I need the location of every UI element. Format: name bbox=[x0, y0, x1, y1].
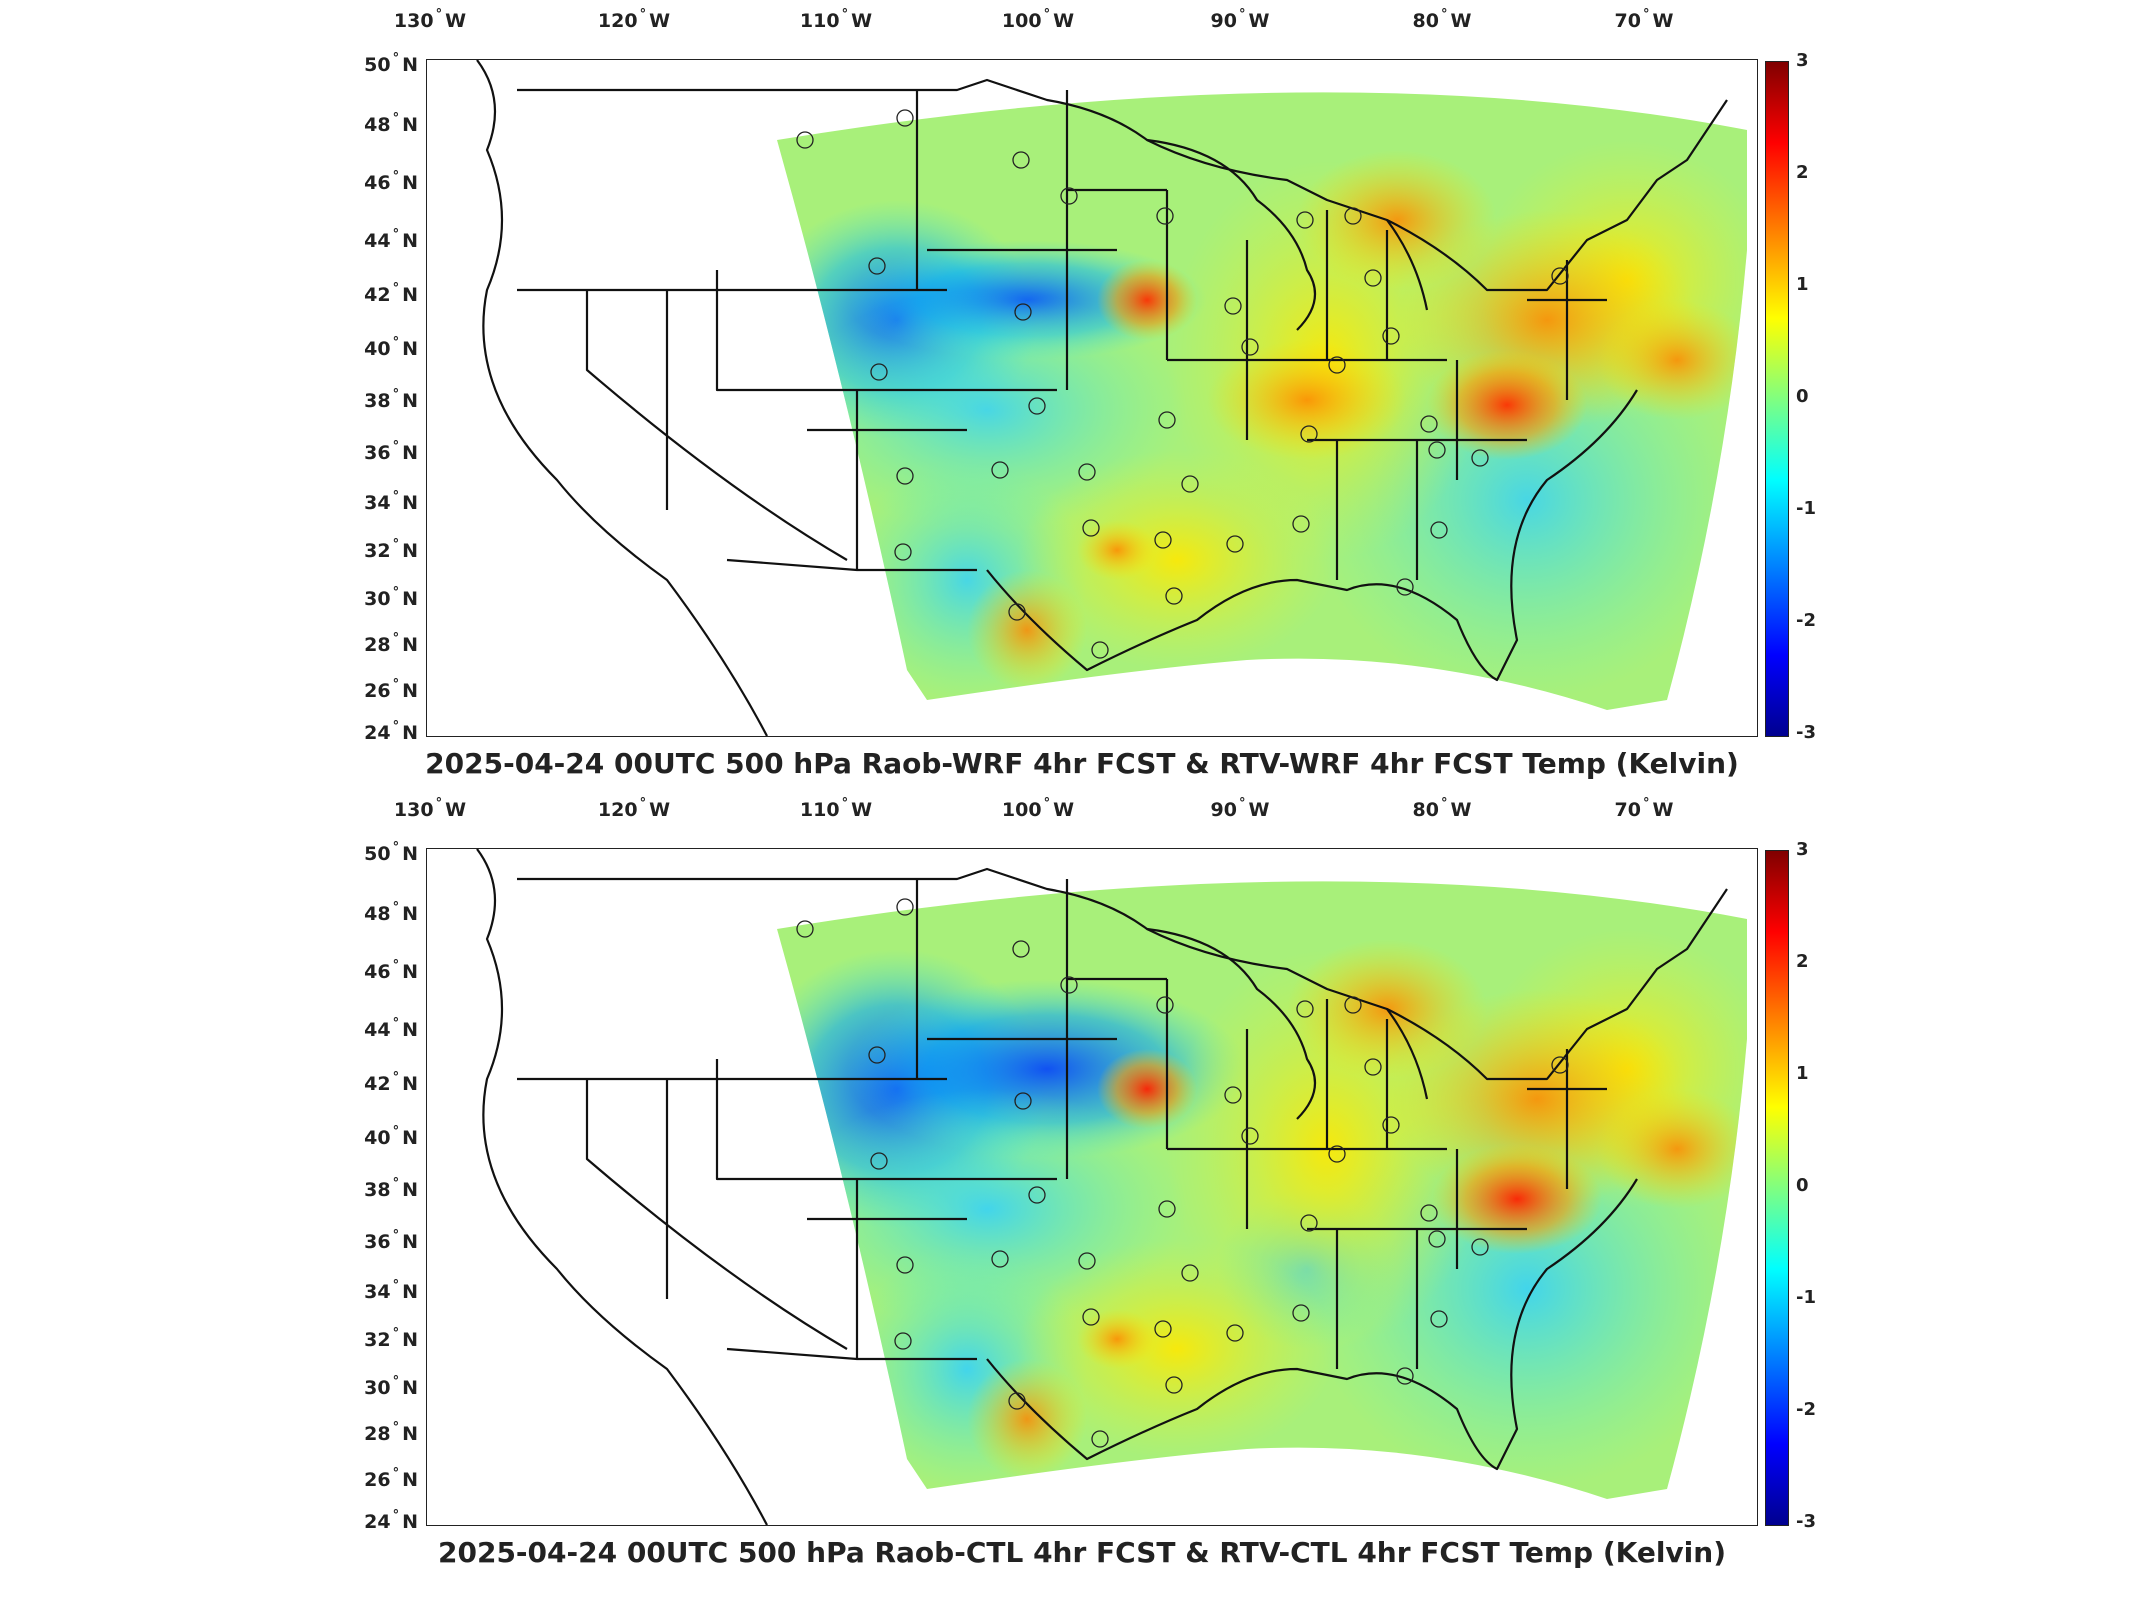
colorbar-tick: 3 bbox=[1796, 839, 1809, 860]
lat-label-48: 48 ° N bbox=[364, 111, 418, 136]
colorbar bbox=[1765, 850, 1789, 1526]
lon-label-90: 90 ° W bbox=[1210, 7, 1270, 32]
map-svg bbox=[476, 849, 1747, 1525]
lat-label-46: 46 ° N bbox=[364, 169, 418, 194]
raob-stations bbox=[796, 898, 1569, 1448]
colorbar-tick: -1 bbox=[1796, 498, 1816, 519]
colorbar-tick: 2 bbox=[1796, 951, 1809, 972]
map-area bbox=[426, 848, 1758, 1526]
lon-label-100: 100 ° W bbox=[1001, 796, 1075, 821]
lat-label-26: 26 ° N bbox=[364, 1466, 418, 1491]
map-area bbox=[426, 59, 1758, 737]
colorbar-tick: 2 bbox=[1796, 162, 1809, 183]
lon-label-130: 130 ° W bbox=[393, 7, 467, 32]
lon-label-120: 120 ° W bbox=[597, 7, 671, 32]
lat-label-36: 36 ° N bbox=[364, 1228, 418, 1253]
lat-label-38: 38 ° N bbox=[364, 387, 418, 412]
raob-stations bbox=[796, 109, 1569, 659]
lat-label-24: 24 ° N bbox=[364, 719, 418, 744]
lat-label-36: 36 ° N bbox=[364, 439, 418, 464]
map-svg bbox=[476, 60, 1747, 736]
colorbar-tick: 0 bbox=[1796, 386, 1809, 407]
lat-label-30: 30 ° N bbox=[364, 1374, 418, 1399]
lat-label-40: 40 ° N bbox=[364, 1124, 418, 1149]
colorbar-tick: 1 bbox=[1796, 1063, 1809, 1084]
colorbar-tick: -2 bbox=[1796, 1399, 1816, 1420]
colorbar-tick: -3 bbox=[1796, 722, 1816, 743]
lat-label-24: 24 ° N bbox=[364, 1508, 418, 1533]
temperature-field bbox=[777, 881, 1747, 1499]
lat-label-50: 50 ° N bbox=[364, 840, 418, 865]
lat-label-44: 44 ° N bbox=[364, 1016, 418, 1041]
lat-label-38: 38 ° N bbox=[364, 1176, 418, 1201]
colorbar-tick: -2 bbox=[1796, 610, 1816, 631]
colorbar-tick: 0 bbox=[1796, 1175, 1809, 1196]
panel-title: 2025-04-24 00UTC 500 hPa Raob-WRF 4hr FC… bbox=[425, 747, 1739, 780]
temperature-field bbox=[777, 92, 1747, 710]
lat-label-42: 42 ° N bbox=[364, 281, 418, 306]
lon-label-110: 110 ° W bbox=[799, 796, 873, 821]
lon-label-110: 110 ° W bbox=[799, 7, 873, 32]
colorbar-tick: -3 bbox=[1796, 1511, 1816, 1532]
colorbar-tick: 3 bbox=[1796, 50, 1809, 71]
lat-label-44: 44 ° N bbox=[364, 227, 418, 252]
lon-label-90: 90 ° W bbox=[1210, 796, 1270, 821]
lat-label-34: 34 ° N bbox=[364, 1278, 418, 1303]
lon-label-80: 80 ° W bbox=[1412, 7, 1472, 32]
lat-label-40: 40 ° N bbox=[364, 335, 418, 360]
lat-label-32: 32 ° N bbox=[364, 1326, 418, 1351]
lat-label-26: 26 ° N bbox=[364, 677, 418, 702]
lon-label-80: 80 ° W bbox=[1412, 796, 1472, 821]
lat-label-28: 28 ° N bbox=[364, 631, 418, 656]
lon-label-70: 70 ° W bbox=[1614, 7, 1674, 32]
lat-label-46: 46 ° N bbox=[364, 958, 418, 983]
lon-label-130: 130 ° W bbox=[393, 796, 467, 821]
lat-label-32: 32 ° N bbox=[364, 537, 418, 562]
panel-title: 2025-04-24 00UTC 500 hPa Raob-CTL 4hr FC… bbox=[437, 1536, 1727, 1569]
lat-label-28: 28 ° N bbox=[364, 1420, 418, 1445]
colorbar-tick: 1 bbox=[1796, 274, 1809, 295]
lat-label-50: 50 ° N bbox=[364, 51, 418, 76]
state-borders bbox=[476, 849, 1728, 1525]
lon-label-120: 120 ° W bbox=[597, 796, 671, 821]
lat-label-48: 48 ° N bbox=[364, 900, 418, 925]
lat-label-42: 42 ° N bbox=[364, 1070, 418, 1095]
colorbar bbox=[1765, 61, 1789, 737]
lat-label-30: 30 ° N bbox=[364, 585, 418, 610]
lat-label-34: 34 ° N bbox=[364, 489, 418, 514]
lon-label-100: 100 ° W bbox=[1001, 7, 1075, 32]
lon-label-70: 70 ° W bbox=[1614, 796, 1674, 821]
colorbar-tick: -1 bbox=[1796, 1287, 1816, 1308]
